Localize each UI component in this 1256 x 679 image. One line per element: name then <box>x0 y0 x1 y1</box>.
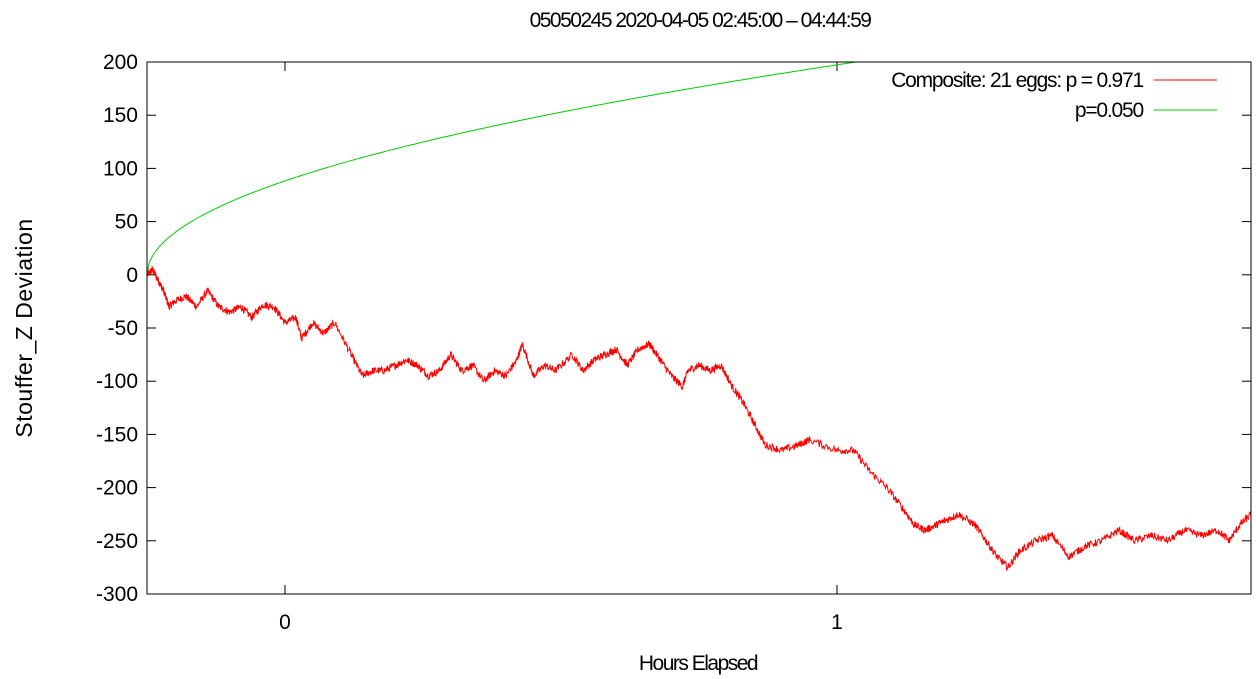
y-tick-label: -300 <box>96 583 138 606</box>
y-tick-label: -50 <box>108 317 138 340</box>
series-line-composite <box>146 265 1252 572</box>
legend: Composite: 21 eggs: p = 0.971 p=0.050 <box>891 69 1217 122</box>
x-axis-label: Hours Elapsed <box>639 652 758 675</box>
axis-ticks: 200 150 100 50 0 -50 -100 -150 -200 -250 -300 0 1 <box>96 51 1251 634</box>
y-tick-label: 100 <box>103 157 138 180</box>
y-tick-label: -250 <box>96 530 138 553</box>
y-tick-label: -200 <box>96 477 138 500</box>
y-tick-label: 200 <box>103 51 138 74</box>
legend-label: Composite: 21 eggs: p = 0.971 <box>891 69 1143 92</box>
legend-label: p=0.050 <box>1075 99 1144 122</box>
y-axis-label: Stouffer_Z Deviation <box>11 218 37 437</box>
y-tick-label: -150 <box>96 423 138 446</box>
series-line-p050 <box>146 61 857 275</box>
plot-frame <box>146 61 1252 595</box>
y-tick-label: -100 <box>96 370 138 393</box>
x-tick-label: 1 <box>831 611 843 634</box>
y-tick-label: 50 <box>115 211 138 234</box>
plot-series <box>146 61 1252 572</box>
chart-title: 05050245 2020-04-05 02:45:00 – 04:44:59 <box>530 9 872 32</box>
y-tick-label: 0 <box>126 264 138 287</box>
x-tick-label: 0 <box>279 611 291 634</box>
y-tick-label: 150 <box>103 104 138 127</box>
